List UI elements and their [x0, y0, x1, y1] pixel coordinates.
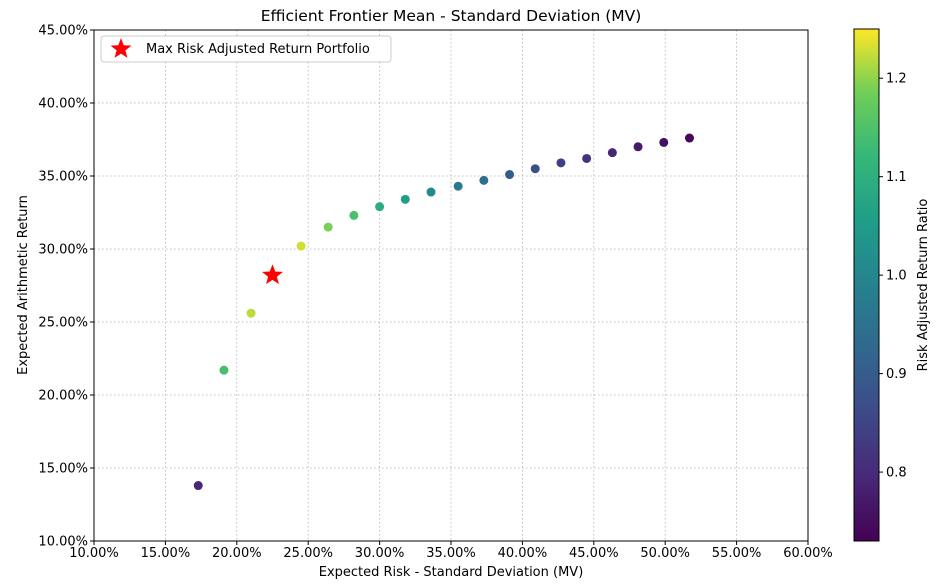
- x-axis-title: Expected Risk - Standard Deviation (MV): [319, 565, 584, 580]
- frontier-point: [375, 202, 385, 212]
- x-tick-label: 40.00%: [498, 546, 548, 561]
- colorbar-gradient: [854, 29, 879, 541]
- x-tick-label: 30.00%: [355, 546, 405, 561]
- colorbar-tick-label: 0.9: [886, 367, 907, 382]
- frontier-point: [505, 170, 515, 180]
- y-tick-label: 20.00%: [38, 389, 88, 404]
- colorbar-tick-label: 1.0: [886, 269, 907, 284]
- y-tick-label: 25.00%: [38, 316, 88, 331]
- legend-box: [100, 35, 392, 63]
- max-ratio-star: [262, 264, 283, 285]
- y-axis-title: Expected Arithmetic Return: [16, 195, 31, 375]
- legend-star-icon: [110, 38, 132, 58]
- frontier-point: [633, 142, 643, 152]
- frontier-point: [556, 158, 566, 168]
- frontier-point: [296, 241, 306, 251]
- x-tick-label: 15.00%: [141, 546, 191, 561]
- x-tick-label: 60.00%: [783, 546, 833, 561]
- max-ratio-portfolio-marker: [262, 264, 283, 285]
- x-tick-label: 20.00%: [212, 546, 262, 561]
- y-tick-label: 40.00%: [38, 97, 88, 112]
- y-tick-label: 35.00%: [38, 170, 88, 185]
- x-tick-label: 55.00%: [712, 546, 762, 561]
- y-axis-ticks: 10.00% 15.00% 20.00% 25.00% 30.00% 35.00% 40.0…: [38, 24, 94, 550]
- x-tick-label: 35.00%: [426, 546, 476, 561]
- frontier-point: [426, 187, 436, 197]
- x-tick-label: 10.00%: [69, 546, 119, 561]
- colorbar-label: Risk Adjusted Return Ratio: [916, 199, 931, 372]
- scatter-points: [193, 133, 694, 491]
- frontier-point: [246, 308, 256, 318]
- y-tick-label: 10.00%: [38, 535, 88, 550]
- colorbar-tick-label: 1.2: [886, 72, 907, 87]
- frontier-point: [453, 181, 463, 191]
- frontier-point: [400, 194, 410, 204]
- frontier-point: [684, 133, 694, 143]
- frontier-point: [479, 175, 489, 185]
- legend-label: Max Risk Adjusted Return Portfolio: [146, 42, 370, 57]
- plot-frame: [93, 29, 809, 542]
- y-tick-label: 45.00%: [38, 24, 88, 39]
- colorbar: 0.8 0.9 1.0 1.1 1.2 Risk Adjusted Return Rat…: [853, 28, 931, 542]
- frontier-point: [582, 153, 592, 163]
- x-tick-label: 25.00%: [283, 546, 333, 561]
- colorbar-ticks: 0.8 0.9 1.0 1.1 1.2: [879, 72, 907, 481]
- frontier-point: [323, 222, 333, 232]
- colorbar-tick-label: 0.8: [886, 466, 907, 481]
- colorbar-tick-label: 1.1: [886, 170, 907, 185]
- frontier-point: [607, 148, 617, 158]
- colorbar-frame: [853, 28, 880, 542]
- legend-star: [110, 38, 132, 58]
- chart-title: Efficient Frontier Mean - Standard Devia…: [261, 7, 642, 25]
- grid: [94, 30, 808, 541]
- frontier-point: [659, 137, 669, 147]
- x-axis-ticks: 10.00% 15.00% 20.00% 25.00% 30.00% 35.00% 40.0…: [69, 541, 833, 561]
- frontier-point: [530, 164, 540, 174]
- frontier-point: [219, 365, 229, 375]
- x-tick-label: 50.00%: [640, 546, 690, 561]
- frontier-point: [193, 481, 203, 491]
- legend: Max Risk Adjusted Return Portfolio: [100, 35, 392, 63]
- y-tick-label: 30.00%: [38, 243, 88, 258]
- x-tick-label: 45.00%: [569, 546, 619, 561]
- y-tick-label: 15.00%: [38, 462, 88, 477]
- frontier-point: [349, 210, 359, 220]
